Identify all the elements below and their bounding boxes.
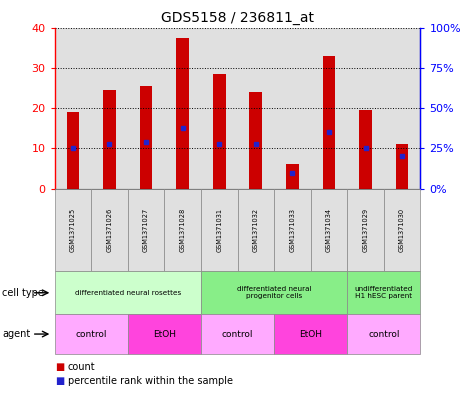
Bar bbox=[347, 28, 384, 189]
Bar bbox=[311, 28, 347, 189]
Text: ■: ■ bbox=[55, 376, 64, 386]
Text: percentile rank within the sample: percentile rank within the sample bbox=[68, 376, 233, 386]
Bar bbox=[128, 28, 164, 189]
Text: GSM1371029: GSM1371029 bbox=[362, 208, 369, 252]
Text: undifferentiated
H1 hESC parent: undifferentiated H1 hESC parent bbox=[355, 286, 413, 299]
Bar bbox=[103, 90, 116, 189]
Bar bbox=[238, 28, 274, 189]
Bar bbox=[323, 56, 335, 189]
Text: GSM1371034: GSM1371034 bbox=[326, 208, 332, 252]
Bar bbox=[384, 28, 420, 189]
Bar bbox=[91, 28, 128, 189]
Bar bbox=[213, 74, 226, 189]
Bar bbox=[359, 110, 372, 189]
Text: ■: ■ bbox=[55, 362, 64, 373]
Bar bbox=[201, 28, 238, 189]
Text: differentiated neural rosettes: differentiated neural rosettes bbox=[75, 290, 181, 296]
Text: cell type: cell type bbox=[2, 288, 44, 298]
Bar bbox=[66, 112, 79, 189]
Text: agent: agent bbox=[2, 329, 30, 339]
Bar bbox=[176, 38, 189, 189]
Text: GSM1371028: GSM1371028 bbox=[180, 208, 186, 252]
Bar bbox=[55, 28, 91, 189]
Text: GSM1371031: GSM1371031 bbox=[216, 208, 222, 252]
Title: GDS5158 / 236811_at: GDS5158 / 236811_at bbox=[161, 11, 314, 25]
Text: control: control bbox=[368, 330, 399, 338]
Text: GSM1371032: GSM1371032 bbox=[253, 208, 259, 252]
Bar bbox=[396, 144, 408, 189]
Text: GSM1371027: GSM1371027 bbox=[143, 208, 149, 252]
Text: differentiated neural
progenitor cells: differentiated neural progenitor cells bbox=[237, 286, 311, 299]
Bar bbox=[164, 28, 201, 189]
Text: GSM1371033: GSM1371033 bbox=[289, 208, 295, 252]
Bar bbox=[140, 86, 152, 189]
Text: count: count bbox=[68, 362, 95, 373]
Text: GSM1371030: GSM1371030 bbox=[399, 208, 405, 252]
Bar bbox=[249, 92, 262, 189]
Bar bbox=[274, 28, 311, 189]
Text: control: control bbox=[76, 330, 107, 338]
Text: EtOH: EtOH bbox=[153, 330, 176, 338]
Text: GSM1371025: GSM1371025 bbox=[70, 208, 76, 252]
Text: EtOH: EtOH bbox=[299, 330, 322, 338]
Text: control: control bbox=[222, 330, 253, 338]
Bar bbox=[286, 163, 299, 189]
Text: GSM1371026: GSM1371026 bbox=[106, 208, 113, 252]
